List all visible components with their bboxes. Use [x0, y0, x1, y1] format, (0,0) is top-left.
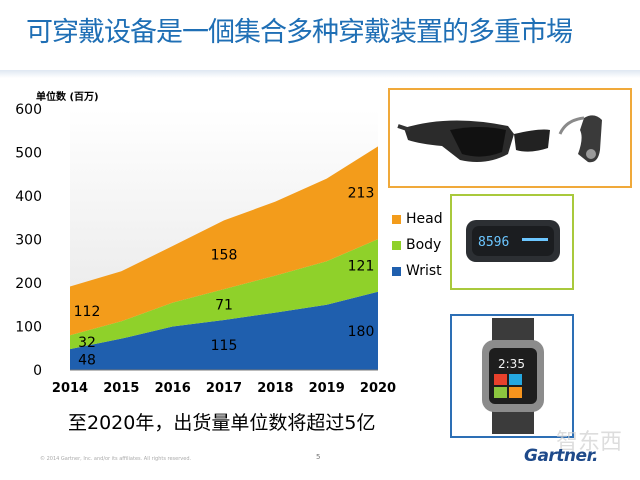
summary-caption: 至2020年，出货量单位数将超过5亿 [68, 412, 376, 434]
legend-swatch-head [392, 214, 401, 224]
data-label-body: 71 [215, 298, 233, 314]
fitness-band-image-frame: 8596 [450, 194, 574, 290]
legend-swatch-body [392, 240, 401, 250]
data-label-wrist: 115 [211, 338, 238, 354]
y-tick-label: 200 [15, 276, 42, 292]
data-label-head: 158 [211, 248, 238, 264]
legend-label-head: Head [406, 211, 443, 227]
smartwatch-image-frame: 2:35 [450, 314, 574, 438]
y-tick-label: 300 [15, 233, 42, 249]
title-divider [0, 70, 640, 78]
smart-glasses-image-frame [388, 88, 632, 188]
data-label-body: 121 [348, 258, 375, 274]
y-tick-label: 400 [15, 189, 42, 205]
band-readout: 8596 [478, 235, 509, 250]
x-tick-label: 2016 [155, 381, 191, 396]
y-axis-unit-label: 单位数 (百万) [36, 92, 99, 103]
gartner-logo: Gartner. [524, 446, 599, 466]
x-tick-label: 2015 [103, 381, 139, 396]
legend-label-body: Body [406, 237, 442, 253]
area-wrist [70, 291, 378, 370]
smart-glasses-icon [397, 115, 602, 163]
y-tick-label: 100 [15, 320, 42, 336]
x-tick-label: 2019 [309, 381, 345, 396]
legend-swatch-wrist [392, 266, 401, 276]
y-tick-label: 600 [15, 102, 42, 118]
data-label-body: 32 [78, 335, 96, 351]
data-label-wrist: 180 [348, 324, 375, 340]
watch-time: 2:35 [498, 357, 525, 371]
y-tick-label: 500 [15, 146, 42, 162]
x-tick-label: 2020 [360, 381, 396, 396]
footer-copyright: © 2014 Gartner, Inc. and/or its affiliat… [40, 456, 192, 462]
x-tick-label: 2018 [257, 381, 293, 396]
area-head [70, 146, 378, 336]
fitness-band-icon: 8596 [466, 220, 560, 262]
data-label-head: 213 [348, 186, 375, 202]
x-tick-label: 2017 [206, 381, 242, 396]
watermark: 智东西 [556, 430, 623, 455]
legend-label-wrist: Wrist [406, 263, 442, 279]
legend-item-head: Head [392, 210, 443, 228]
y-tick-label: 0 [33, 363, 42, 379]
page-number: 5 [316, 453, 321, 461]
legend-item-body: Body [392, 236, 441, 254]
area-body [70, 239, 378, 350]
smartwatch-icon: 2:35 [482, 318, 544, 434]
legend-item-wrist: Wrist [392, 262, 442, 280]
data-label-head: 112 [74, 304, 101, 320]
x-tick-label: 2014 [52, 381, 88, 396]
slide-title: 可穿戴设备是一個集合多种穿戴装置的多重市場 [26, 17, 573, 48]
data-label-wrist: 48 [78, 353, 96, 369]
